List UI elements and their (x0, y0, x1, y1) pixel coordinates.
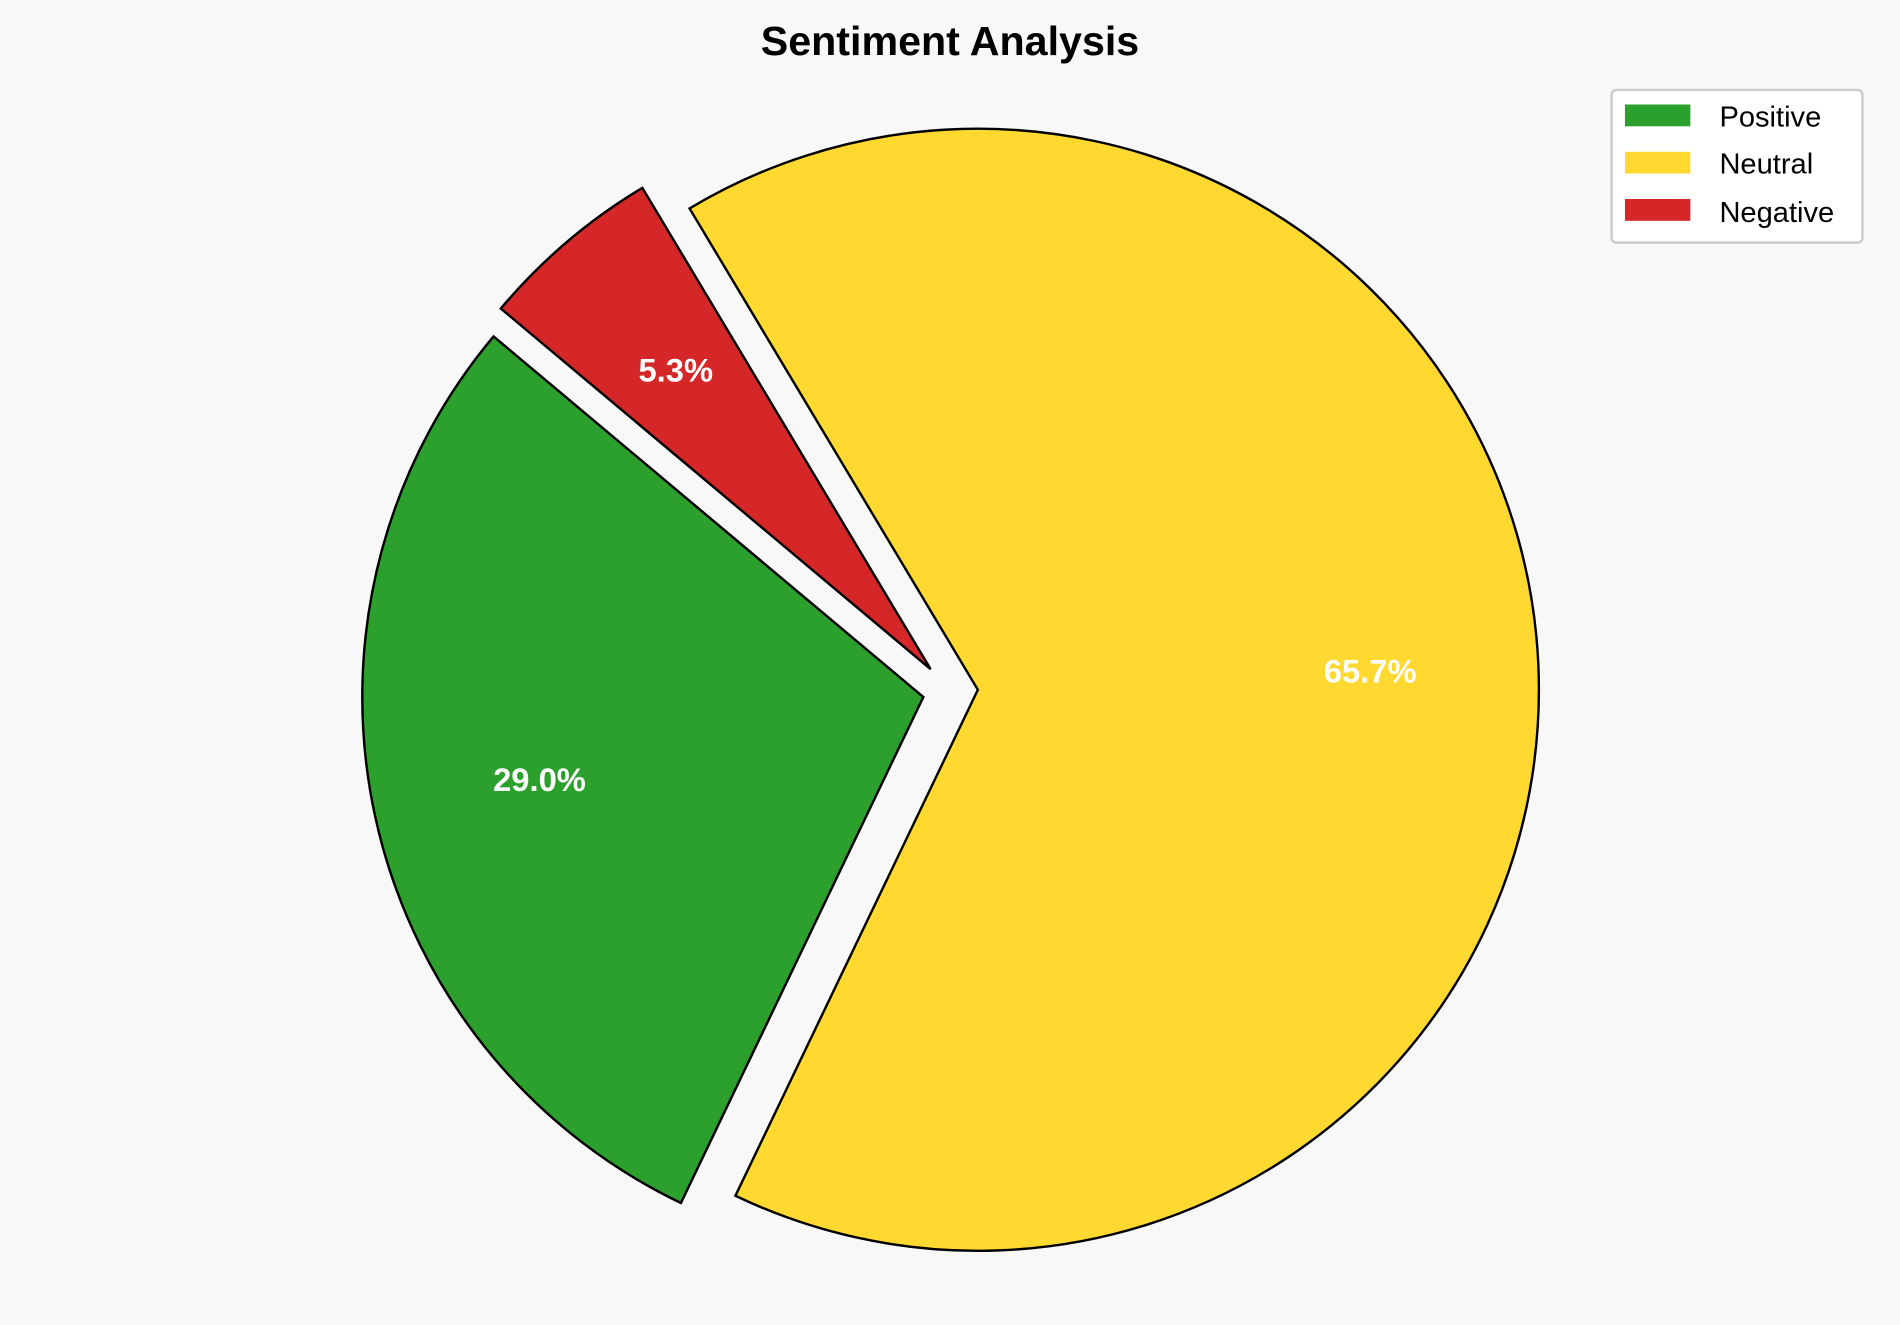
legend-swatch-positive (1624, 104, 1691, 127)
pie-slice-neutral (687, 127, 1541, 1252)
pct-label-positive: 29.0% (493, 761, 586, 798)
legend-label-positive: Positive (1719, 101, 1821, 133)
chart-title: Sentiment Analysis (761, 18, 1139, 64)
pct-label-neutral: 65.7% (1324, 652, 1417, 689)
legend-label-negative: Negative (1719, 197, 1834, 229)
pie-slice-negative (499, 186, 932, 671)
pie-slice-positive (361, 334, 925, 1205)
legend-swatch-neutral (1624, 151, 1691, 174)
legend: Positive Neutral Negative (1610, 88, 1864, 244)
legend-label-neutral: Neutral (1719, 149, 1813, 181)
legend-swatch-negative (1624, 199, 1691, 221)
pct-label-negative: 5.3% (638, 351, 713, 388)
